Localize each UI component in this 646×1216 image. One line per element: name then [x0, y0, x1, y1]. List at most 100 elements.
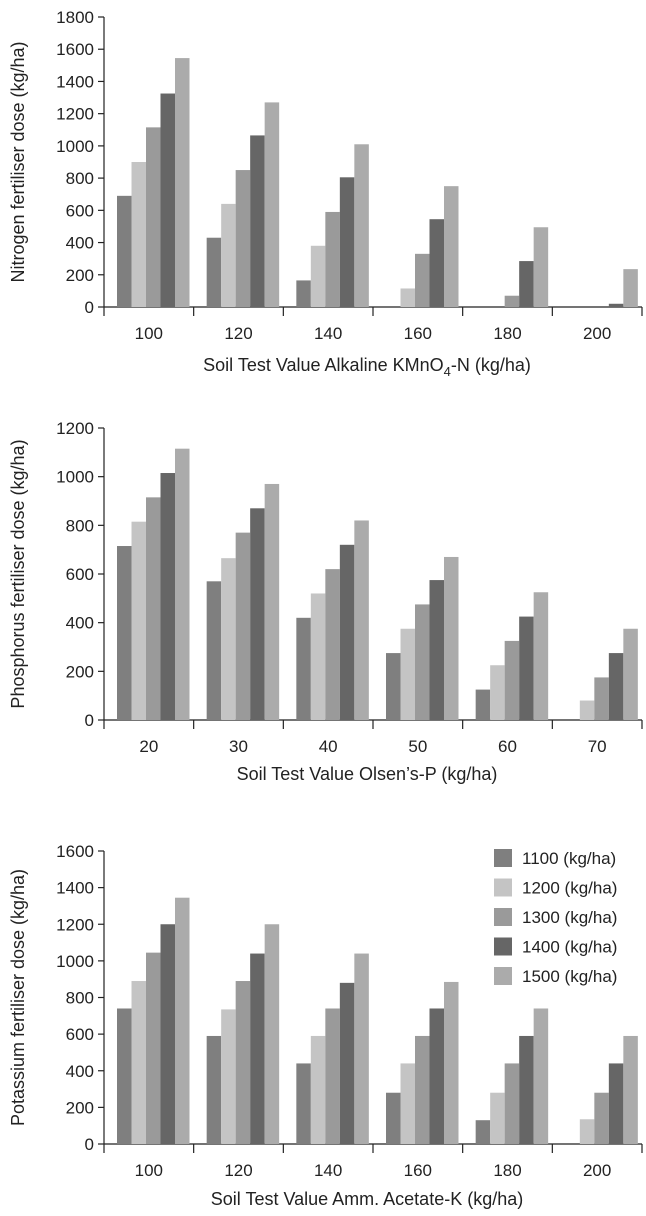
y-tick-label: 1000: [56, 952, 94, 971]
y-tick-label: 1600: [56, 842, 94, 861]
legend: 1100 (kg/ha) 1200 (kg/ha) 1300 (kg/ha) 1400…: [494, 849, 617, 986]
y-tick-label: 1400: [56, 879, 94, 898]
y-tick-label: 1000: [56, 137, 94, 156]
x-tick-label: 120: [224, 324, 252, 343]
bar: [221, 1009, 236, 1144]
bar: [339, 177, 355, 307]
bar: [221, 203, 236, 307]
bar: [175, 448, 190, 720]
y-tick-label: 800: [66, 989, 94, 1008]
legend-label: 1300 (kg/ha): [522, 908, 617, 927]
bar: [579, 1119, 595, 1144]
bar: [325, 211, 340, 307]
y-tick-label: 200: [66, 266, 94, 285]
x-tick-label: 180: [493, 324, 521, 343]
bar: [415, 253, 430, 307]
bar: [400, 288, 415, 307]
y-tick-label: 1200: [56, 105, 94, 124]
bar: [264, 483, 280, 720]
y-tick-label: 400: [66, 1062, 94, 1081]
bar: [296, 1063, 311, 1144]
bar: [519, 616, 534, 720]
x-tick-label: 60: [498, 737, 517, 756]
bar: [429, 580, 444, 720]
bar: [594, 1092, 609, 1144]
bar: [533, 1008, 549, 1144]
bar: [429, 1008, 444, 1144]
bar: [354, 144, 369, 307]
y-tick-label: 600: [66, 1025, 94, 1044]
x-tick-label: 30: [229, 737, 248, 756]
bar: [235, 532, 251, 720]
bar: [310, 1035, 326, 1144]
y-axis-title: Phosphorus fertiliser dose (kg/ha): [8, 439, 28, 708]
bar: [206, 1035, 222, 1144]
x-tick-label: 200: [583, 1161, 611, 1180]
bar: [206, 581, 222, 720]
bar: [475, 1120, 491, 1144]
x-tick-label: 70: [588, 737, 607, 756]
legend-label: 1400 (kg/ha): [522, 938, 617, 957]
y-tick-label: 400: [66, 234, 94, 253]
bar: [221, 558, 236, 720]
y-tick-label: 0: [85, 1135, 94, 1154]
bar: [250, 508, 265, 720]
bar: [623, 1035, 638, 1144]
x-axis-title: Soil Test Value Olsen’s-P (kg/ha): [237, 764, 498, 784]
x-axis-title: Soil Test Value Alkaline KMnO4-N (kg/ha): [203, 355, 531, 379]
bar: [429, 219, 444, 307]
bar: [490, 1092, 505, 1144]
legend-swatch: [494, 878, 512, 897]
y-tick-label: 1200: [56, 419, 94, 438]
bar: [175, 897, 190, 1144]
x-tick-label: 100: [135, 1161, 163, 1180]
x-tick-label: 180: [493, 1161, 521, 1180]
bar: [444, 186, 459, 307]
y-tick-label: 1200: [56, 915, 94, 934]
bar: [608, 653, 624, 720]
bar: [131, 162, 146, 307]
bar: [146, 497, 161, 720]
bar: [519, 1035, 534, 1144]
bar: [504, 295, 520, 307]
legend-swatch: [494, 908, 512, 926]
bar: [339, 544, 355, 720]
bar: [386, 653, 401, 720]
bar: [354, 520, 369, 720]
bar: [296, 617, 311, 720]
x-axis-title: Soil Test Value Amm. Acetate-K (kg/ha): [211, 1189, 523, 1209]
bar: [400, 628, 415, 720]
x-tick-label: 160: [404, 324, 432, 343]
bar: [235, 170, 251, 307]
chart-2: 0 200 400 600 800 1000 1200 20 30 40 50 60 70 Soil Te…: [8, 419, 643, 784]
y-axis-title: Potassium fertiliser dose (kg/ha): [8, 869, 28, 1126]
x-tick-label: 100: [135, 324, 163, 343]
bar: [160, 93, 175, 308]
legend-swatch: [494, 937, 512, 956]
x-tick-label: 200: [583, 324, 611, 343]
bar: [533, 592, 549, 720]
bar: [623, 628, 638, 720]
legend-label: 1100 (kg/ha): [522, 849, 616, 868]
bar: [504, 1063, 520, 1144]
y-tick-label: 1800: [56, 8, 94, 27]
x-tick-label: 40: [319, 737, 338, 756]
bar: [250, 953, 265, 1144]
bar: [444, 981, 459, 1144]
legend-label: 1200 (kg/ha): [522, 879, 617, 898]
bar: [175, 58, 190, 308]
bar: [400, 1063, 415, 1144]
bar: [310, 593, 326, 720]
bar: [146, 952, 161, 1144]
bar: [533, 227, 549, 307]
x-tick-label: 160: [404, 1161, 432, 1180]
y-tick-label: 400: [66, 614, 94, 633]
bar: [296, 280, 311, 307]
bar: [117, 195, 132, 307]
y-tick-label: 200: [66, 1098, 94, 1117]
bar: [131, 521, 146, 720]
bar: [594, 677, 609, 720]
bar: [160, 473, 175, 720]
y-tick-label: 1400: [56, 72, 94, 91]
x-tick-label: 140: [314, 324, 342, 343]
